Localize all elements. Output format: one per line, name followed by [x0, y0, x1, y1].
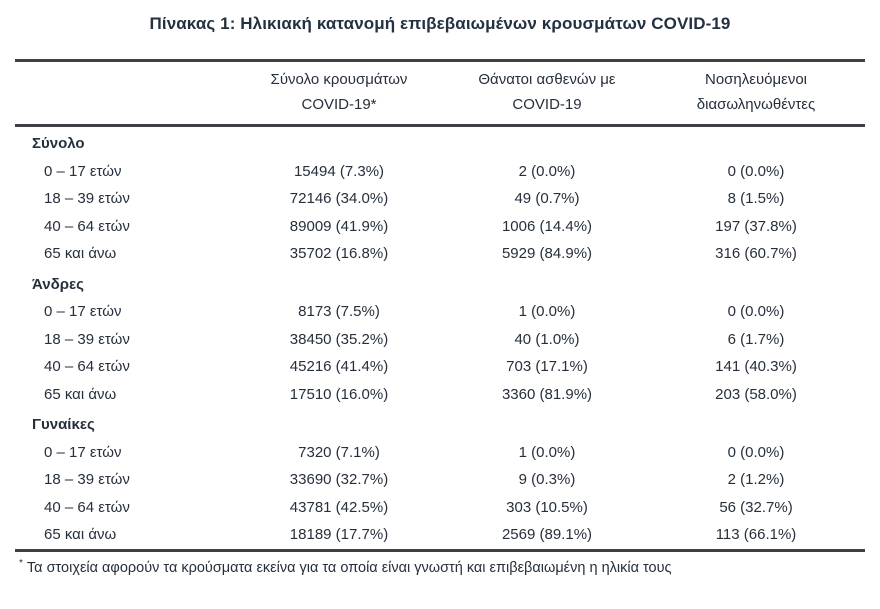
intubated-cell: 0 (0.0%): [727, 162, 785, 180]
cases-cell: 35702 (16.8%): [289, 245, 389, 262]
cases-cell: 43781 (42.5%): [289, 498, 389, 516]
header-empty-cell: [15, 61, 231, 126]
deaths-cell: 49 (0.7%): [514, 190, 580, 207]
empty-cell: [447, 268, 647, 299]
empty-cell: [647, 126, 865, 158]
section-label: Γυναίκες: [32, 416, 95, 433]
table-row: 18 – 39 ετών 33690 (32.7%) 9 (0.3%) 2 (1.2%…: [15, 466, 865, 494]
header-cases-cell: Σύνολο κρουσμάτων COVID-19*: [231, 61, 447, 126]
intubated-cell: 0 (0.0%): [727, 443, 785, 461]
table-row: 0 – 17 ετών 8173 (7.5%) 1 (0.0%) 0 (0.0%): [15, 298, 865, 326]
cases-cell: 38450 (35.2%): [289, 330, 389, 348]
deaths-cell: 1 (0.0%): [518, 303, 576, 320]
empty-cell: [647, 408, 865, 439]
empty-cell: [231, 268, 447, 299]
header-intubated-line2: διασωληνωθέντες: [696, 96, 816, 113]
section-label: Άνδρες: [32, 275, 84, 293]
deaths-cell: 9 (0.3%): [518, 471, 576, 488]
cases-cell: 18189 (17.7%): [289, 526, 389, 543]
header-cases-line1: Σύνολο κρουσμάτων: [270, 71, 408, 88]
cases-cell: 72146 (34.0%): [289, 190, 389, 207]
table-row: 40 – 64 ετών 43781 (42.5%) 303 (10.5%) 56 (…: [15, 494, 865, 522]
intubated-cell: 197 (37.8%): [715, 217, 797, 235]
footnote-asterisk: *: [19, 557, 23, 569]
age-group-cell: 0 – 17 ετών: [44, 303, 122, 320]
empty-cell: [447, 408, 647, 439]
intubated-cell: 6 (1.7%): [727, 330, 785, 348]
header-deaths-cell: Θάνατοι ασθενών με COVID-19: [447, 61, 647, 126]
deaths-cell: 5929 (84.9%): [501, 245, 593, 262]
table-row: 65 και άνω 35702 (16.8%) 5929 (84.9%) 316 (…: [15, 240, 865, 268]
deaths-cell: 1 (0.0%): [518, 443, 576, 461]
header-row: Σύνολο κρουσμάτων COVID-19* Θάνατοι ασθε…: [15, 61, 865, 126]
deaths-cell: 40 (1.0%): [514, 330, 580, 348]
empty-cell: [447, 126, 647, 158]
table-row: 0 – 17 ετών 7320 (7.1%) 1 (0.0%) 0 (0.0%): [15, 439, 865, 467]
cases-cell: 89009 (41.9%): [289, 217, 389, 235]
deaths-cell: 1006 (14.4%): [501, 217, 593, 235]
age-group-cell: 40 – 64 ετών: [44, 217, 130, 235]
covid-age-distribution-table: Σύνολο κρουσμάτων COVID-19* Θάνατοι ασθε…: [15, 59, 865, 552]
age-group-cell: 40 – 64 ετών: [44, 498, 130, 516]
table-row: 40 – 64 ετών 89009 (41.9%) 1006 (14.4%) 197…: [15, 213, 865, 241]
footnote-text: Τα στοιχεία αφορούν τα κρούσματα εκείνα …: [26, 559, 672, 576]
table-row: 18 – 39 ετών 72146 (34.0%) 49 (0.7%) 8 (1.5…: [15, 185, 865, 213]
deaths-cell: 2569 (89.1%): [501, 526, 593, 543]
cases-cell: 33690 (32.7%): [289, 471, 389, 488]
report-page: Πίνακας 1: Ηλικιακή κατανομή επιβεβαιωμέ…: [0, 14, 880, 575]
age-group-cell: 18 – 39 ετών: [44, 471, 130, 488]
table-body: Σύνολο 0 – 17 ετών 15494 (7.3%) 2 (0.0%) 0 (…: [15, 126, 865, 551]
table-row: 18 – 39 ετών 38450 (35.2%) 40 (1.0%) 6 (1.7…: [15, 326, 865, 354]
age-group-cell: 18 – 39 ετών: [44, 190, 130, 207]
intubated-cell: 113 (66.1%): [715, 526, 797, 543]
header-cases-line2: COVID-19*: [301, 96, 377, 113]
age-group-cell: 65 και άνω: [44, 526, 117, 543]
intubated-cell: 56 (32.7%): [719, 498, 793, 516]
footnote: * Τα στοιχεία αφορούν τα κρούσματα εκείνα…: [19, 558, 865, 576]
section-label: Σύνολο: [32, 135, 85, 152]
section-header-row: Άνδρες: [15, 268, 865, 299]
intubated-cell: 141 (40.3%): [715, 358, 797, 375]
header-intubated-cell: Νοσηλευόμενοι διασωληνωθέντες: [647, 61, 865, 126]
deaths-cell: 303 (10.5%): [506, 498, 588, 516]
table-row: 40 – 64 ετών 45216 (41.4%) 703 (17.1%) 141 …: [15, 353, 865, 381]
header-intubated-line1: Νοσηλευόμενοι: [704, 71, 807, 88]
empty-cell: [231, 126, 447, 158]
age-group-cell: 18 – 39 ετών: [44, 330, 130, 348]
deaths-cell: 3360 (81.9%): [501, 385, 593, 403]
section-header-row: Γυναίκες: [15, 408, 865, 439]
cases-cell: 45216 (41.4%): [289, 358, 389, 375]
age-group-cell: 40 – 64 ετών: [44, 358, 130, 375]
age-group-cell: 65 και άνω: [44, 245, 117, 262]
age-group-cell: 0 – 17 ετών: [44, 162, 122, 180]
table-title: Πίνακας 1: Ηλικιακή κατανομή επιβεβαιωμέ…: [149, 14, 731, 33]
section-header-row: Σύνολο: [15, 126, 865, 158]
empty-cell: [231, 408, 447, 439]
table-row: 65 και άνω 17510 (16.0%) 3360 (81.9%) 203 (…: [15, 381, 865, 409]
intubated-cell: 2 (1.2%): [727, 471, 785, 488]
table-header: Σύνολο κρουσμάτων COVID-19* Θάνατοι ασθε…: [15, 61, 865, 126]
deaths-cell: 2 (0.0%): [518, 162, 576, 180]
age-group-cell: 65 και άνω: [44, 385, 117, 403]
empty-cell: [647, 268, 865, 299]
cases-cell: 7320 (7.1%): [298, 443, 380, 461]
intubated-cell: 203 (58.0%): [715, 385, 797, 403]
header-deaths-line2: COVID-19: [512, 96, 582, 113]
age-group-cell: 0 – 17 ετών: [44, 443, 122, 461]
header-deaths-line1: Θάνατοι ασθενών με: [478, 71, 616, 88]
cases-cell: 17510 (16.0%): [289, 385, 389, 403]
table-row: 0 – 17 ετών 15494 (7.3%) 2 (0.0%) 0 (0.0%): [15, 158, 865, 186]
cases-cell: 8173 (7.5%): [298, 303, 380, 320]
cases-cell: 15494 (7.3%): [293, 162, 385, 180]
intubated-cell: 8 (1.5%): [727, 190, 785, 207]
intubated-cell: 0 (0.0%): [727, 303, 785, 320]
table-row: 65 και άνω 18189 (17.7%) 2569 (89.1%) 113 (…: [15, 521, 865, 550]
intubated-cell: 316 (60.7%): [715, 245, 797, 262]
deaths-cell: 703 (17.1%): [506, 358, 588, 375]
